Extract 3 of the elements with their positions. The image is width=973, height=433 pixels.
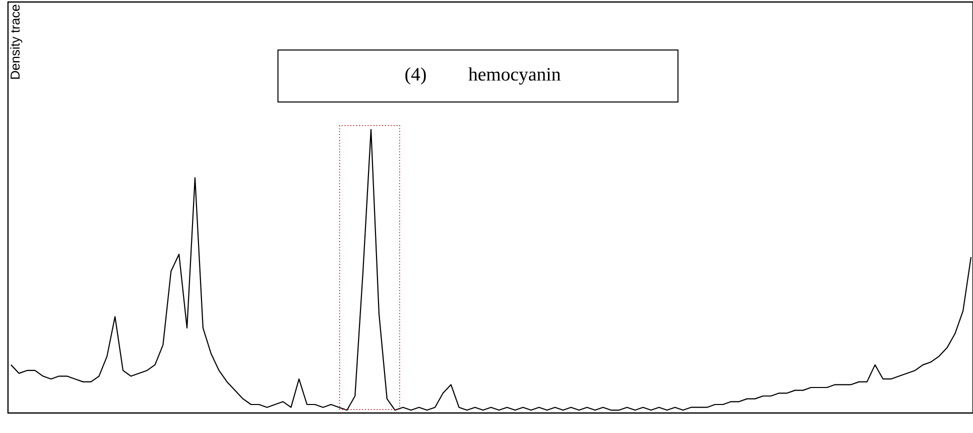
text: hemocyanin <box>468 67 561 85</box>
y-axis-title: Density trace <box>10 4 22 79</box>
text: (4) <box>405 67 426 85</box>
